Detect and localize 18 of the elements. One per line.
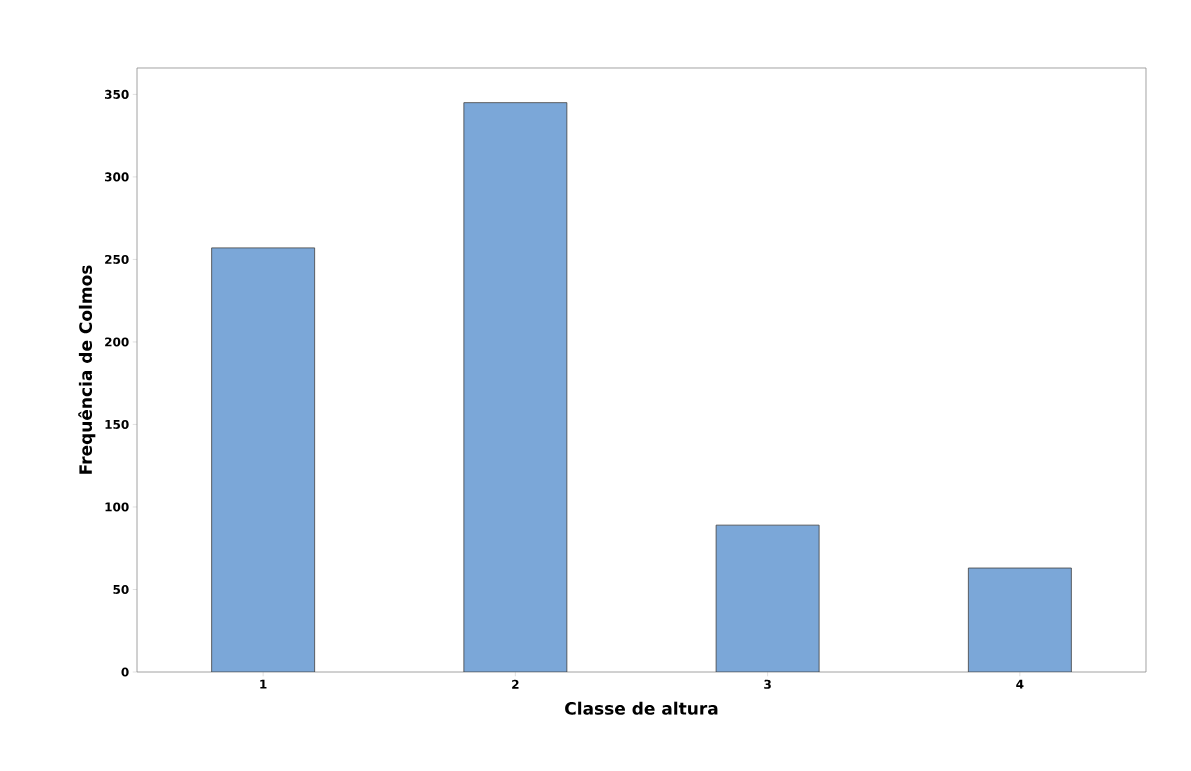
x-tick-label: 4: [1016, 679, 1024, 689]
x-tick-label: 1: [260, 679, 267, 689]
y-tick-label: 0: [121, 667, 129, 677]
y-axis-title: Frequência de Colmos: [78, 265, 96, 474]
y-tick-label: 150: [105, 419, 129, 429]
y-tick-label: 50: [113, 584, 129, 595]
y-tick-label: 300: [104, 172, 129, 182]
bar: [715, 524, 820, 672]
y-tick-label: 200: [105, 337, 129, 347]
x-tick-label: 2: [512, 679, 519, 689]
bar: [211, 247, 316, 672]
x-axis-title: Classe de altura: [565, 701, 718, 715]
bar: [463, 102, 568, 672]
y-tick-label: 250: [105, 254, 129, 264]
x-tick-label: 3: [764, 679, 771, 689]
bar: [967, 567, 1072, 672]
y-tick-label: 350: [104, 89, 129, 99]
y-tick-label: 100: [105, 502, 129, 512]
